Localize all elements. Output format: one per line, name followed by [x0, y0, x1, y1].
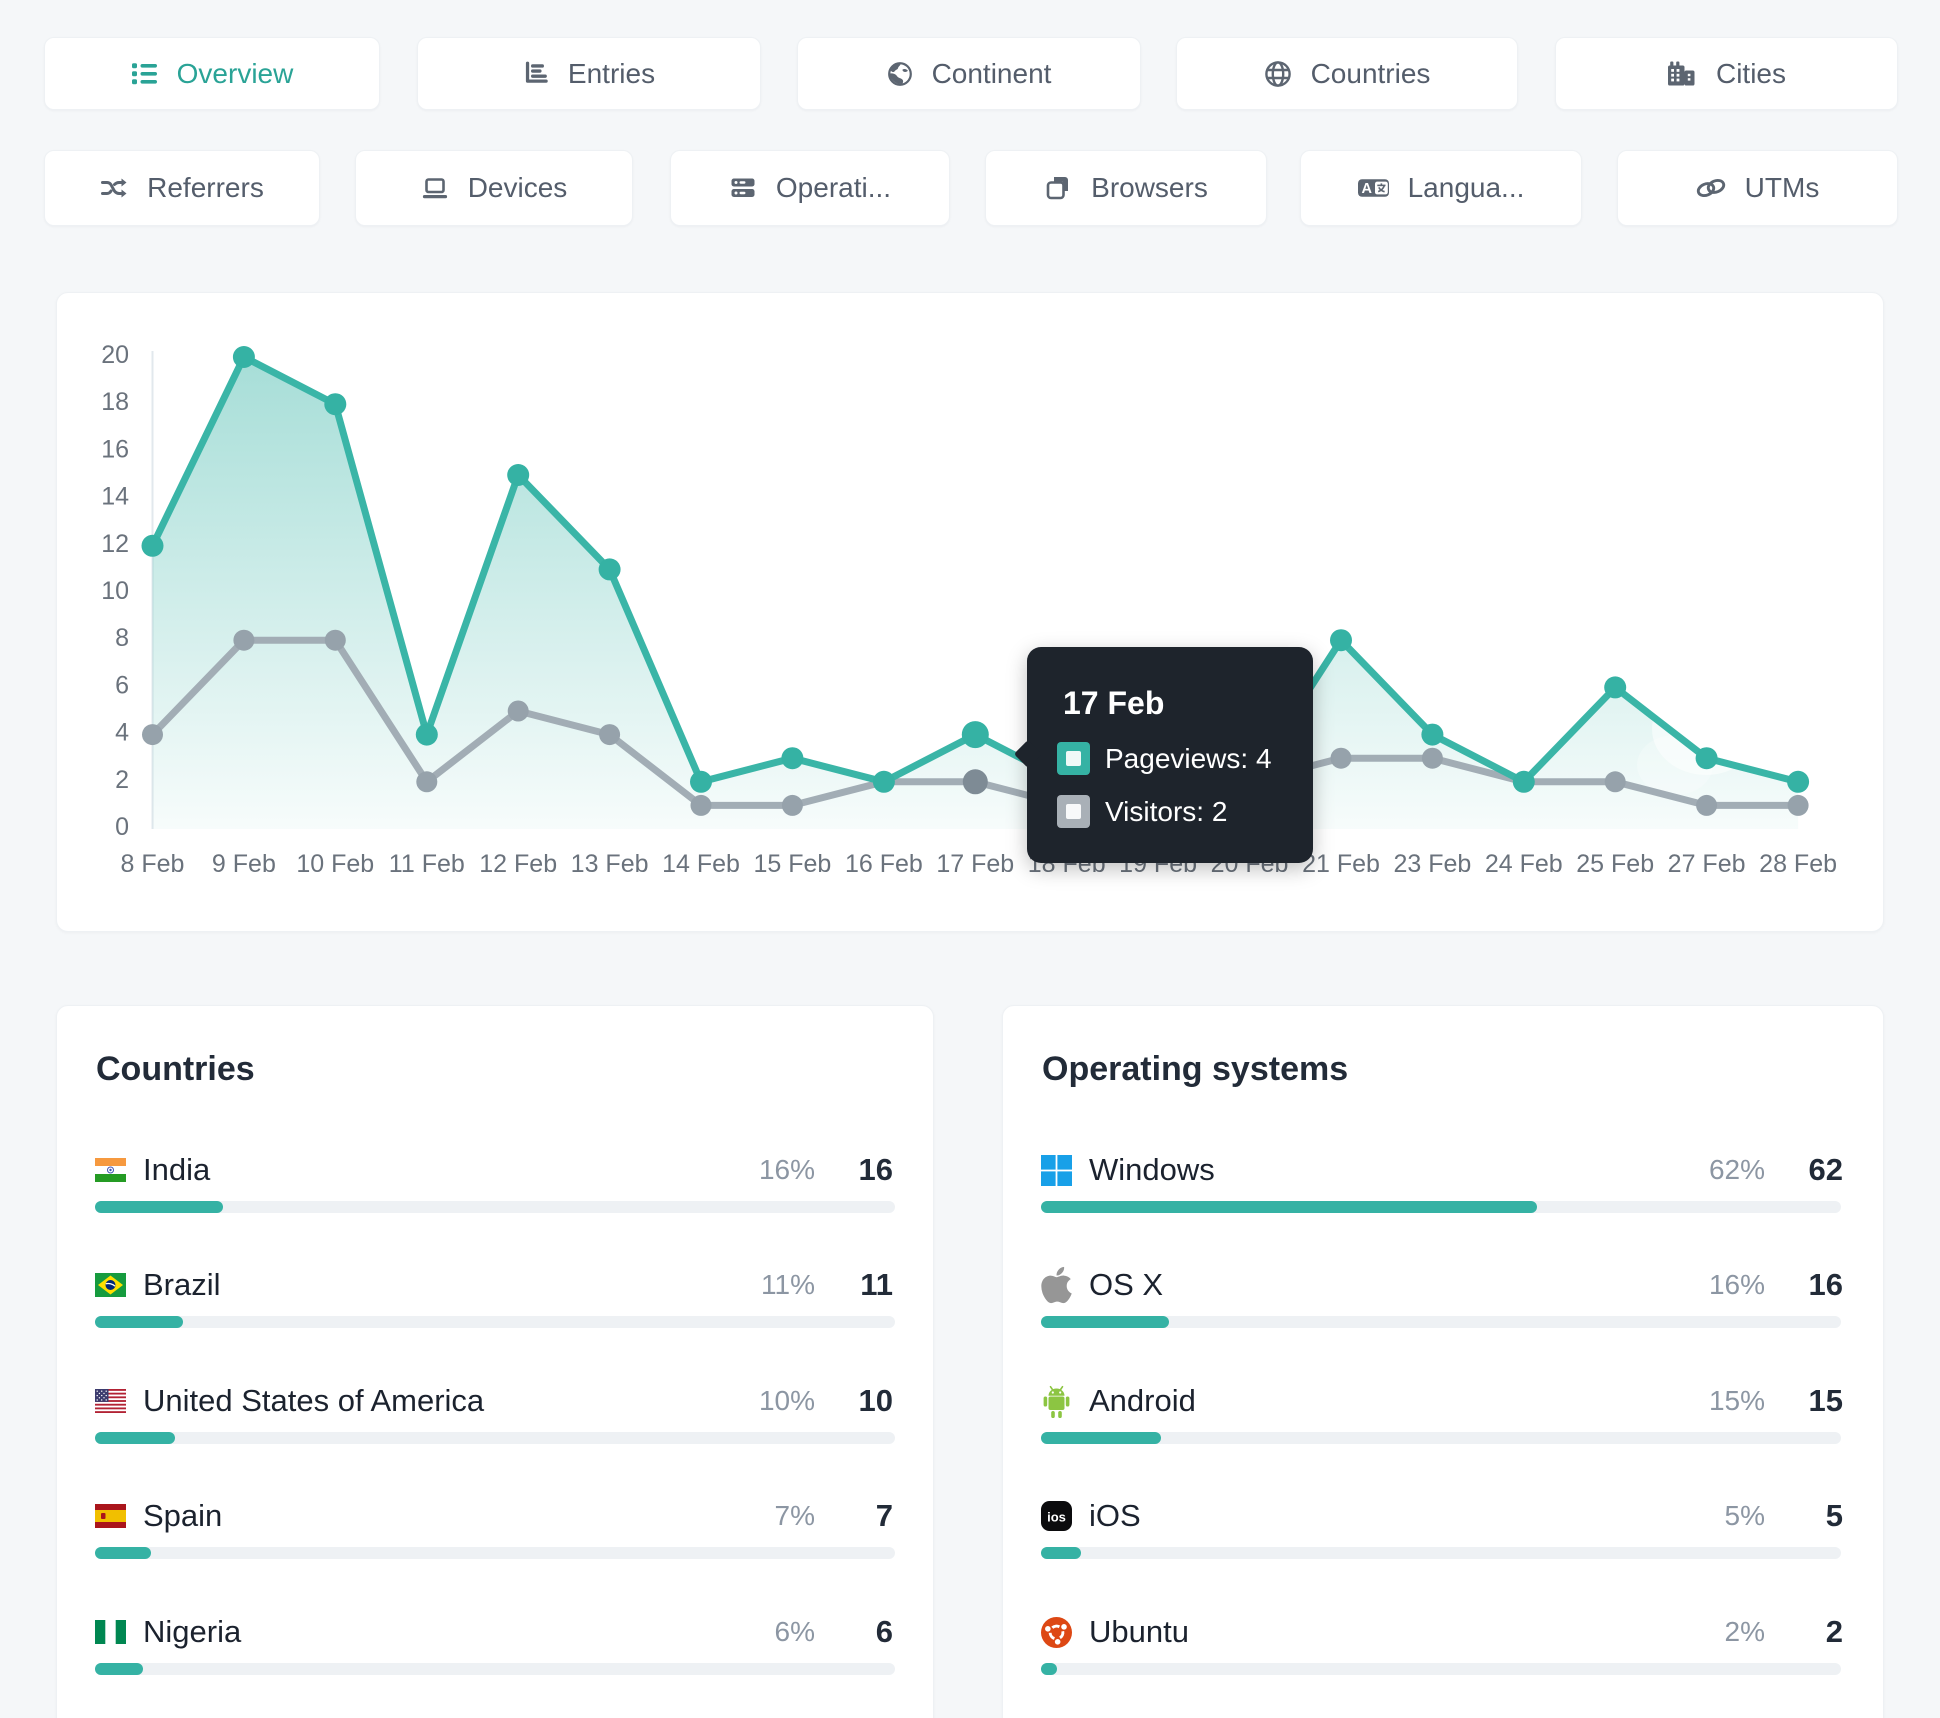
svg-text:4: 4: [115, 719, 129, 747]
svg-text:0: 0: [115, 813, 129, 841]
svg-text:15 Feb: 15 Feb: [753, 850, 831, 878]
svg-text:23 Feb: 23 Feb: [1393, 850, 1471, 878]
svg-text:24 Feb: 24 Feb: [1485, 850, 1563, 878]
svg-text:12: 12: [101, 530, 129, 558]
svg-text:9 Feb: 9 Feb: [212, 850, 276, 878]
svg-text:2: 2: [115, 766, 129, 794]
svg-text:20: 20: [101, 341, 129, 369]
svg-text:10 Feb: 10 Feb: [296, 850, 374, 878]
svg-text:12 Feb: 12 Feb: [479, 850, 557, 878]
svg-text:ios: ios: [1047, 1510, 1066, 1525]
svg-text:6: 6: [115, 671, 129, 699]
svg-text:21 Feb: 21 Feb: [1302, 850, 1380, 878]
svg-text:10: 10: [101, 577, 129, 605]
svg-text:13 Feb: 13 Feb: [571, 850, 649, 878]
svg-text:A: A: [1361, 181, 1372, 197]
svg-text:16 Feb: 16 Feb: [845, 850, 923, 878]
svg-text:14 Feb: 14 Feb: [662, 850, 740, 878]
svg-text:17 Feb: 17 Feb: [936, 850, 1014, 878]
svg-text:8: 8: [115, 624, 129, 652]
svg-text:18: 18: [101, 388, 129, 416]
svg-text:8 Feb: 8 Feb: [121, 850, 185, 878]
svg-text:28 Feb: 28 Feb: [1759, 850, 1837, 878]
svg-text:25 Feb: 25 Feb: [1576, 850, 1654, 878]
svg-text:14: 14: [101, 483, 129, 511]
svg-text:11 Feb: 11 Feb: [389, 850, 465, 878]
svg-text:27 Feb: 27 Feb: [1668, 850, 1746, 878]
svg-text:16: 16: [101, 435, 129, 463]
